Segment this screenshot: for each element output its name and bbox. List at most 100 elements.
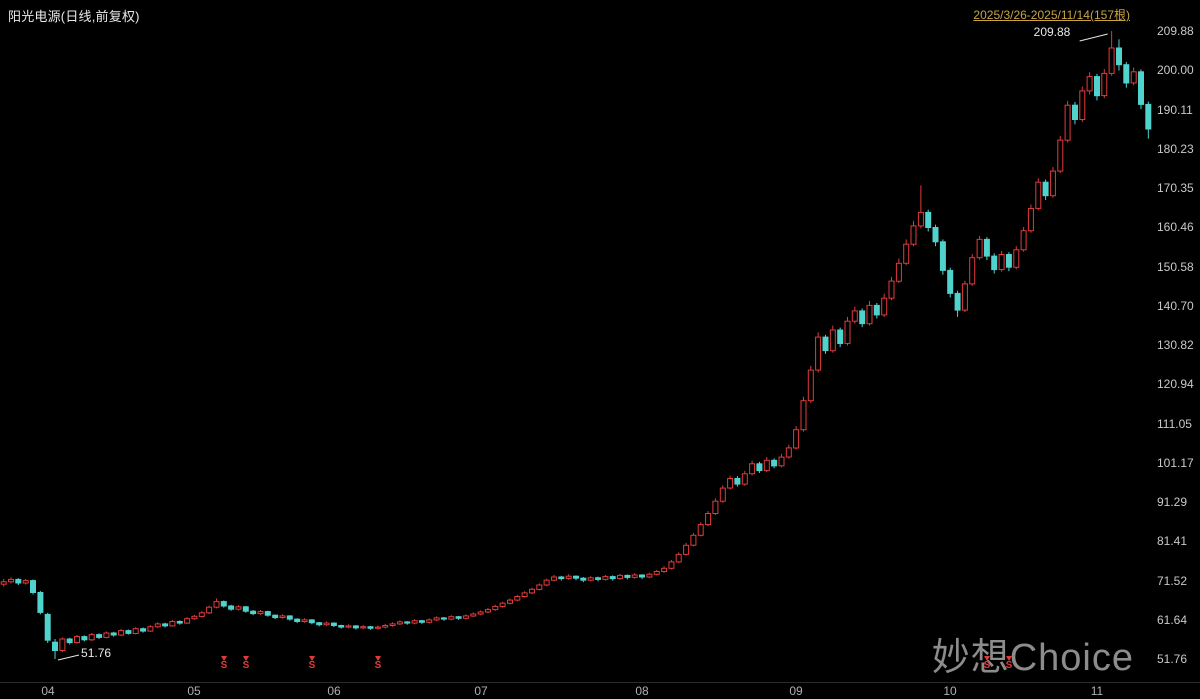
candle[interactable] [1094,73,1100,101]
date-range-link[interactable]: 2025/3/26-2025/11/14(157根) [973,8,1130,22]
candle[interactable] [411,619,418,625]
candle[interactable] [998,251,1005,272]
candle[interactable] [301,618,308,623]
candle[interactable] [1020,227,1027,252]
candle[interactable] [565,574,572,580]
candle[interactable] [756,461,763,473]
candle[interactable] [961,280,968,313]
candle[interactable] [1027,204,1034,233]
candle[interactable] [147,625,154,632]
candle[interactable] [939,239,946,275]
candle[interactable] [382,623,389,629]
candle[interactable] [631,573,638,579]
candle[interactable] [1101,69,1108,98]
candle[interactable] [213,598,220,609]
candle[interactable] [741,471,748,486]
candle[interactable] [903,239,910,266]
candle[interactable] [374,625,381,630]
candle[interactable] [74,635,80,644]
candle[interactable] [8,577,14,584]
candle[interactable] [969,254,976,286]
candle[interactable] [646,572,653,579]
sell-marker[interactable]: S [217,656,231,671]
candle[interactable] [947,267,954,298]
candle[interactable] [771,458,778,469]
candle[interactable] [661,566,668,573]
candle[interactable] [800,396,807,432]
candle[interactable] [22,579,29,585]
candle[interactable] [932,224,939,247]
candle[interactable] [976,235,983,260]
candle[interactable] [844,316,851,346]
candle[interactable] [396,620,403,626]
candle[interactable] [88,633,95,641]
candle[interactable] [727,475,734,490]
candle[interactable] [492,604,499,611]
candle[interactable] [352,625,359,630]
candle[interactable] [140,627,147,633]
candle[interactable] [602,575,609,581]
candle[interactable] [455,615,462,620]
candle[interactable] [1130,67,1137,86]
candle[interactable] [866,301,873,326]
candle[interactable] [191,614,198,620]
candle[interactable] [925,209,932,232]
candle[interactable] [1123,61,1130,88]
candle[interactable] [683,542,690,556]
candle[interactable] [294,618,301,624]
candle[interactable] [983,237,990,261]
candle[interactable] [367,625,374,630]
candle[interactable] [954,290,961,317]
candle[interactable] [316,621,323,627]
candle[interactable] [851,306,858,324]
candle[interactable] [499,601,506,608]
candle[interactable] [1049,167,1056,198]
candle[interactable] [991,253,998,274]
candle[interactable] [580,577,587,583]
candle[interactable] [1035,178,1042,211]
candle[interactable] [690,532,697,547]
candle[interactable] [1042,179,1049,201]
candle[interactable] [587,576,594,582]
candle[interactable] [44,612,51,643]
candle[interactable] [59,637,66,653]
candle[interactable] [734,476,741,487]
candle[interactable] [272,614,279,620]
candle[interactable] [198,611,205,618]
candle[interactable] [279,614,286,619]
candle[interactable] [536,583,543,591]
candle[interactable] [1079,86,1086,122]
candle[interactable] [763,457,770,473]
candle[interactable] [404,621,411,625]
candle[interactable] [110,631,117,637]
candle[interactable] [360,625,367,630]
candle[interactable] [859,308,866,328]
candle[interactable] [162,622,169,628]
candle[interactable] [639,574,645,579]
candle[interactable] [507,598,513,605]
candle[interactable] [338,624,345,629]
candle[interactable] [96,633,103,639]
candle[interactable] [169,619,176,627]
sell-marker[interactable]: S [305,656,319,671]
candle[interactable] [822,334,829,354]
candle[interactable] [521,591,528,598]
candle[interactable] [440,617,447,621]
candle[interactable] [125,629,132,635]
candle[interactable] [595,576,601,582]
candle[interactable] [705,511,712,527]
candle[interactable] [330,622,337,628]
sell-marker[interactable]: S [239,656,253,671]
candle[interactable] [793,426,800,450]
candle[interactable] [264,610,271,617]
candle[interactable] [910,220,917,247]
candle[interactable] [176,620,183,625]
candle[interactable] [389,622,396,627]
candle[interactable] [0,579,7,587]
candle[interactable] [184,617,191,624]
candle[interactable] [1064,100,1071,143]
candle[interactable] [624,574,631,580]
candle[interactable] [433,616,440,622]
candle[interactable] [1116,39,1122,71]
candle[interactable] [1086,72,1093,95]
